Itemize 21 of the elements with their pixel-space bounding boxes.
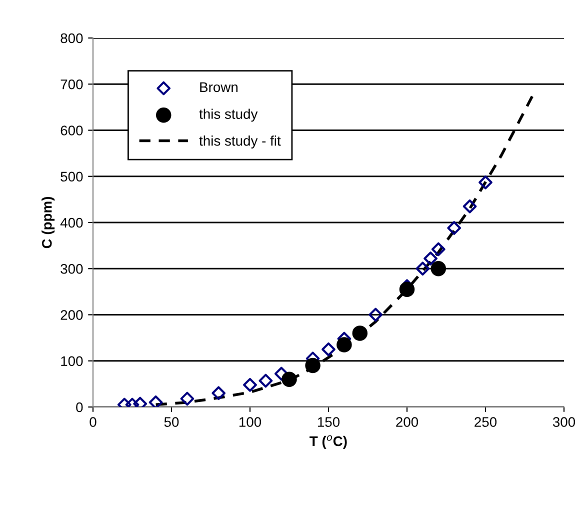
x-tick-label: 250 [474, 417, 497, 427]
x-tick-label: 200 [396, 417, 418, 427]
y-tick-label: 100 [61, 356, 83, 366]
x-axis-title: T ($^{o}$C) [310, 435, 347, 449]
x-tick-label: 50 [164, 417, 179, 427]
y-tick-label: 200 [60, 310, 83, 320]
y-tick-label: 800 [60, 33, 83, 44]
x-tick-label: 150 [318, 417, 340, 427]
y-axis-title: C (ppm) [42, 196, 55, 248]
y-tick-label: 400 [60, 218, 83, 228]
y-tick-label: 700 [60, 79, 83, 90]
y-tick-label: 500 [60, 172, 83, 182]
y-tick-label: 600 [60, 126, 83, 136]
legend-label: Brown [200, 82, 238, 92]
legend-label: this study [199, 108, 258, 122]
legend-label: this study - fit [199, 136, 281, 149]
x-tick-label: 0 [90, 417, 96, 427]
y-tick-label: 0 [76, 402, 83, 412]
x-tick-label: 100 [239, 417, 262, 427]
x-tick-label: 300 [552, 417, 576, 427]
y-tick-label: 300 [60, 264, 83, 274]
